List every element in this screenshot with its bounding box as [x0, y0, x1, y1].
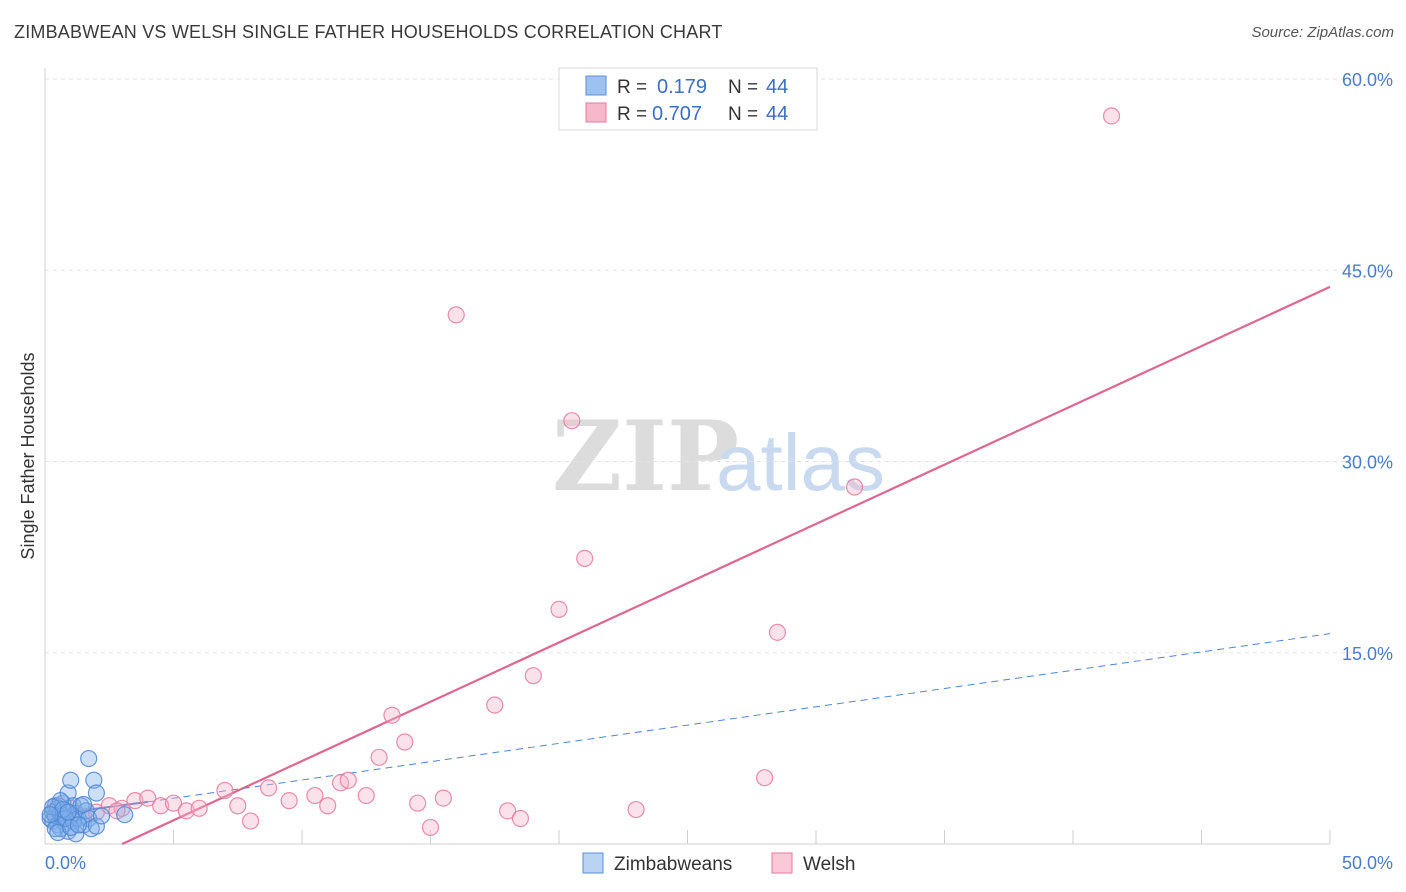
- welsh-point: [190, 799, 208, 817]
- legend-swatch-zimbabweans: [582, 852, 604, 874]
- zimbabwean-point: [49, 823, 67, 842]
- legend-r-value: 0.179: [657, 76, 707, 98]
- welsh-point: [1102, 107, 1121, 125]
- legend-label-zimbabweans: Zimbabweans: [614, 854, 732, 875]
- welsh-point: [370, 748, 388, 766]
- welsh-point: [524, 667, 542, 685]
- welsh-point: [306, 786, 324, 805]
- watermark-zip: ZIP: [552, 400, 739, 513]
- welsh-point: [421, 818, 440, 837]
- welsh-point: [434, 789, 452, 807]
- welsh-point: [563, 412, 581, 430]
- legend-r-value: 0.707: [652, 103, 702, 125]
- legend-r-label: R =: [617, 104, 647, 125]
- welsh-point: [164, 794, 183, 812]
- welsh-point: [319, 797, 337, 815]
- zimbabwean-point: [80, 749, 98, 768]
- welsh-point: [259, 779, 278, 797]
- welsh-point: [357, 786, 375, 805]
- welsh-point: [229, 797, 247, 815]
- correlation-legend: R = 0.179 N = 44 R = 0.707 N = 44: [558, 67, 818, 131]
- legend-row-zimbabweans: R = 0.179 N = 44: [585, 75, 788, 98]
- welsh-point: [768, 623, 787, 641]
- welsh-point: [576, 549, 594, 568]
- legend-n-value: 44: [766, 103, 788, 125]
- welsh-point: [409, 794, 427, 812]
- series-legend: Zimbabweans Welsh: [582, 852, 855, 875]
- y-axis-title: Single Father Households: [18, 352, 38, 559]
- zimbabwean-point: [116, 806, 134, 824]
- welsh-point: [280, 792, 298, 810]
- legend-n-label: N =: [728, 104, 758, 125]
- zimbabwean-point: [74, 795, 93, 814]
- zimbabwean-point: [87, 784, 106, 802]
- zimbabwean-point: [87, 817, 106, 835]
- legend-swatch-zimbabweans: [585, 75, 607, 96]
- welsh-point: [216, 781, 234, 800]
- x-tick-label: 50.0%: [1342, 853, 1393, 873]
- zimbabwean-point: [59, 803, 77, 821]
- welsh-point: [126, 792, 144, 810]
- gridlines: [45, 78, 1392, 654]
- legend-swatch-welsh: [771, 852, 793, 874]
- welsh-point: [152, 797, 170, 815]
- legend-swatch-welsh: [585, 102, 607, 123]
- watermark-atlas: atlas: [716, 418, 885, 507]
- y-tick-label: 45.0%: [1342, 261, 1393, 281]
- tick-labels: 15.0% 30.0% 45.0% 60.0% 0.0% 50.0%: [45, 70, 1393, 873]
- legend-n-label: N =: [728, 77, 758, 98]
- x-tick-label: 0.0%: [45, 853, 86, 873]
- welsh-point: [177, 802, 195, 820]
- y-tick-label: 15.0%: [1342, 644, 1393, 664]
- welsh-point: [396, 733, 414, 751]
- welsh-point: [108, 802, 126, 820]
- zimbabwean-point: [85, 771, 103, 789]
- zimbabwean-point: [62, 771, 80, 789]
- welsh-point: [486, 696, 504, 714]
- welsh-trend-line: [121, 285, 1331, 845]
- zimbabwean-point: [69, 816, 88, 834]
- welsh-point: [511, 809, 530, 828]
- welsh-point: [499, 802, 517, 820]
- welsh-point: [339, 771, 357, 789]
- legend-row-welsh: R = 0.707 N = 44: [585, 102, 788, 125]
- welsh-point: [845, 478, 864, 496]
- axes: [44, 68, 1331, 845]
- welsh-point: [627, 800, 645, 819]
- y-tick-label: 30.0%: [1342, 453, 1393, 473]
- legend-n-value: 44: [766, 76, 788, 98]
- welsh-point: [550, 600, 568, 619]
- welsh-point: [139, 789, 157, 807]
- legend-r-label: R =: [617, 77, 647, 98]
- welsh-point: [447, 306, 465, 324]
- zimbabwean-point: [92, 807, 111, 825]
- welsh-point: [242, 812, 260, 830]
- y-tick-label: 60.0%: [1342, 70, 1393, 90]
- zimbabwean-point: [41, 806, 59, 824]
- data-points: [41, 107, 1121, 843]
- chart-title: ZIMBABWEAN VS WELSH SINGLE FATHER HOUSEH…: [14, 22, 723, 42]
- legend-label-welsh: Welsh: [803, 854, 855, 875]
- source-label: Source: ZipAtlas.com: [1251, 24, 1394, 41]
- trend-lines: [50, 285, 1331, 845]
- welsh-point: [755, 769, 774, 787]
- welsh-point: [383, 706, 401, 724]
- zimbabwean-trend-line-extended: [147, 633, 1331, 803]
